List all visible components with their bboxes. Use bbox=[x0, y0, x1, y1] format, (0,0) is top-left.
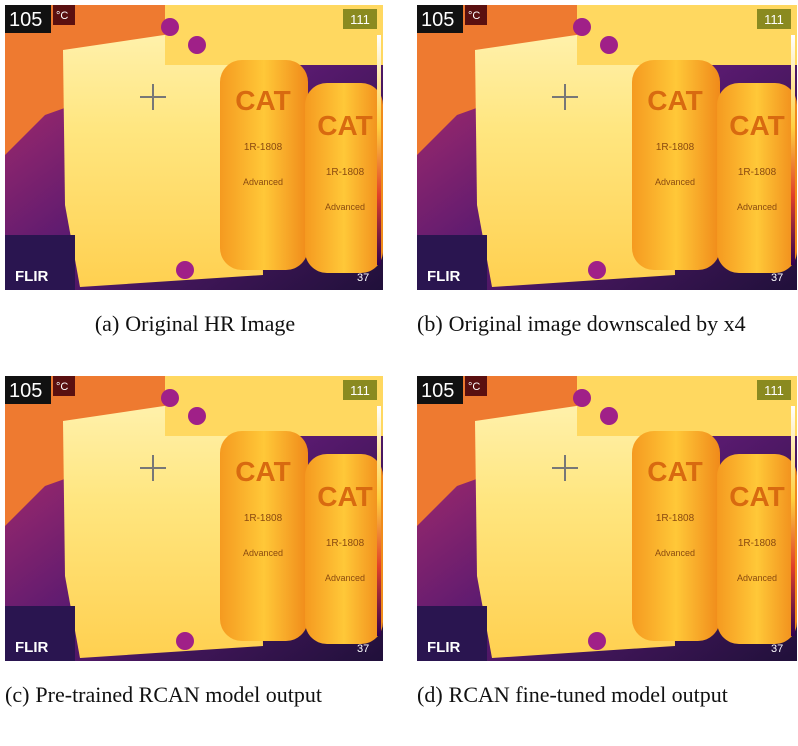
filter-label: Advanced bbox=[737, 573, 777, 583]
scale-bar bbox=[791, 406, 795, 636]
scale-top: 111 bbox=[350, 12, 370, 27]
fitting bbox=[588, 632, 606, 650]
scale-top: 111 bbox=[764, 12, 784, 27]
thermal-image: CAT 1R-1808 Advanced CAT 1R-1808 Advanced 105 °… bbox=[417, 5, 797, 290]
unit: °C bbox=[56, 381, 68, 393]
page: CAT 1R-1808 Advanced CAT 1R-1808 Advanced 105 °… bbox=[0, 0, 798, 746]
filter-code: 1R-1808 bbox=[738, 538, 777, 549]
filter-logo: CAT bbox=[235, 85, 290, 116]
max-temp: 105 bbox=[9, 9, 42, 31]
caption: (b)Original image downscaled by x4 bbox=[417, 310, 797, 337]
caption-label: (a) bbox=[95, 310, 119, 337]
caption-text: Pre-trained RCAN model output bbox=[35, 681, 322, 708]
filter-label: Advanced bbox=[655, 177, 695, 187]
filter-label: Advanced bbox=[243, 548, 283, 558]
thermal-image: CAT 1R-1808 Advanced CAT 1R-1808 Advanced 105 °… bbox=[5, 5, 383, 290]
filter-label: Advanced bbox=[325, 573, 365, 583]
scale-top: 111 bbox=[350, 383, 370, 398]
filter-label: Advanced bbox=[655, 548, 695, 558]
filter-logo: CAT bbox=[647, 456, 702, 487]
filter-code: 1R-1808 bbox=[326, 167, 365, 178]
brand: FLIR bbox=[15, 268, 48, 285]
filter-logo: CAT bbox=[317, 110, 372, 141]
panel: CAT 1R-1808 Advanced CAT 1R-1808 Advanced 105 °… bbox=[417, 5, 797, 337]
unit: °C bbox=[56, 10, 68, 22]
scale-bar bbox=[791, 35, 795, 265]
fitting bbox=[176, 261, 194, 279]
filter-logo: CAT bbox=[235, 456, 290, 487]
scale-bottom: 37 bbox=[771, 272, 783, 284]
panel: CAT 1R-1808 Advanced CAT 1R-1808 Advanced 105 °… bbox=[5, 5, 385, 337]
scale-bottom: 37 bbox=[771, 643, 783, 655]
filter-label: Advanced bbox=[325, 202, 365, 212]
brand: FLIR bbox=[427, 639, 460, 656]
scale-bar bbox=[377, 35, 381, 265]
filter-label: Advanced bbox=[737, 202, 777, 212]
filter-logo: CAT bbox=[317, 481, 372, 512]
brand: FLIR bbox=[427, 268, 460, 285]
caption: (a)Original HR Image bbox=[5, 310, 385, 337]
unit: °C bbox=[468, 381, 480, 393]
thermal-image: CAT 1R-1808 Advanced CAT 1R-1808 Advanced 105 °… bbox=[417, 376, 797, 661]
filter-label: Advanced bbox=[243, 177, 283, 187]
filter-code: 1R-1808 bbox=[326, 538, 365, 549]
thermal-image: CAT 1R-1808 Advanced CAT 1R-1808 Advanced 105 °… bbox=[5, 376, 383, 661]
caption-label: (d) bbox=[417, 681, 443, 708]
fitting bbox=[600, 407, 618, 425]
caption-text: Original image downscaled by x4 bbox=[449, 310, 746, 337]
caption: (c)Pre-trained RCAN model output bbox=[5, 681, 385, 708]
panel: CAT 1R-1808 Advanced CAT 1R-1808 Advanced 105 °… bbox=[5, 376, 385, 708]
filter-code: 1R-1808 bbox=[656, 142, 695, 153]
scale-top: 111 bbox=[764, 383, 784, 398]
scale-bottom: 37 bbox=[357, 643, 369, 655]
max-temp: 105 bbox=[421, 380, 454, 402]
fitting bbox=[161, 389, 179, 407]
filter-code: 1R-1808 bbox=[656, 513, 695, 524]
fitting bbox=[600, 36, 618, 54]
filter-logo: CAT bbox=[647, 85, 702, 116]
brand: FLIR bbox=[15, 639, 48, 656]
fitting bbox=[588, 261, 606, 279]
panel: CAT 1R-1808 Advanced CAT 1R-1808 Advanced 105 °… bbox=[417, 376, 797, 708]
caption: (d)RCAN fine-tuned model output bbox=[417, 681, 797, 708]
caption-label: (b) bbox=[417, 310, 443, 337]
filter-logo: CAT bbox=[729, 481, 784, 512]
fitting bbox=[188, 407, 206, 425]
caption-label: (c) bbox=[5, 681, 29, 708]
scale-bar bbox=[377, 406, 381, 636]
filter-logo: CAT bbox=[729, 110, 784, 141]
max-temp: 105 bbox=[9, 380, 42, 402]
fitting bbox=[176, 632, 194, 650]
fitting bbox=[188, 36, 206, 54]
filter-code: 1R-1808 bbox=[738, 167, 777, 178]
unit: °C bbox=[468, 10, 480, 22]
caption-text: Original HR Image bbox=[125, 310, 295, 337]
fitting bbox=[573, 18, 591, 36]
max-temp: 105 bbox=[421, 9, 454, 31]
filter-code: 1R-1808 bbox=[244, 142, 283, 153]
scale-bottom: 37 bbox=[357, 272, 369, 284]
fitting bbox=[573, 389, 591, 407]
fitting bbox=[161, 18, 179, 36]
caption-text: RCAN fine-tuned model output bbox=[449, 681, 728, 708]
filter-code: 1R-1808 bbox=[244, 513, 283, 524]
